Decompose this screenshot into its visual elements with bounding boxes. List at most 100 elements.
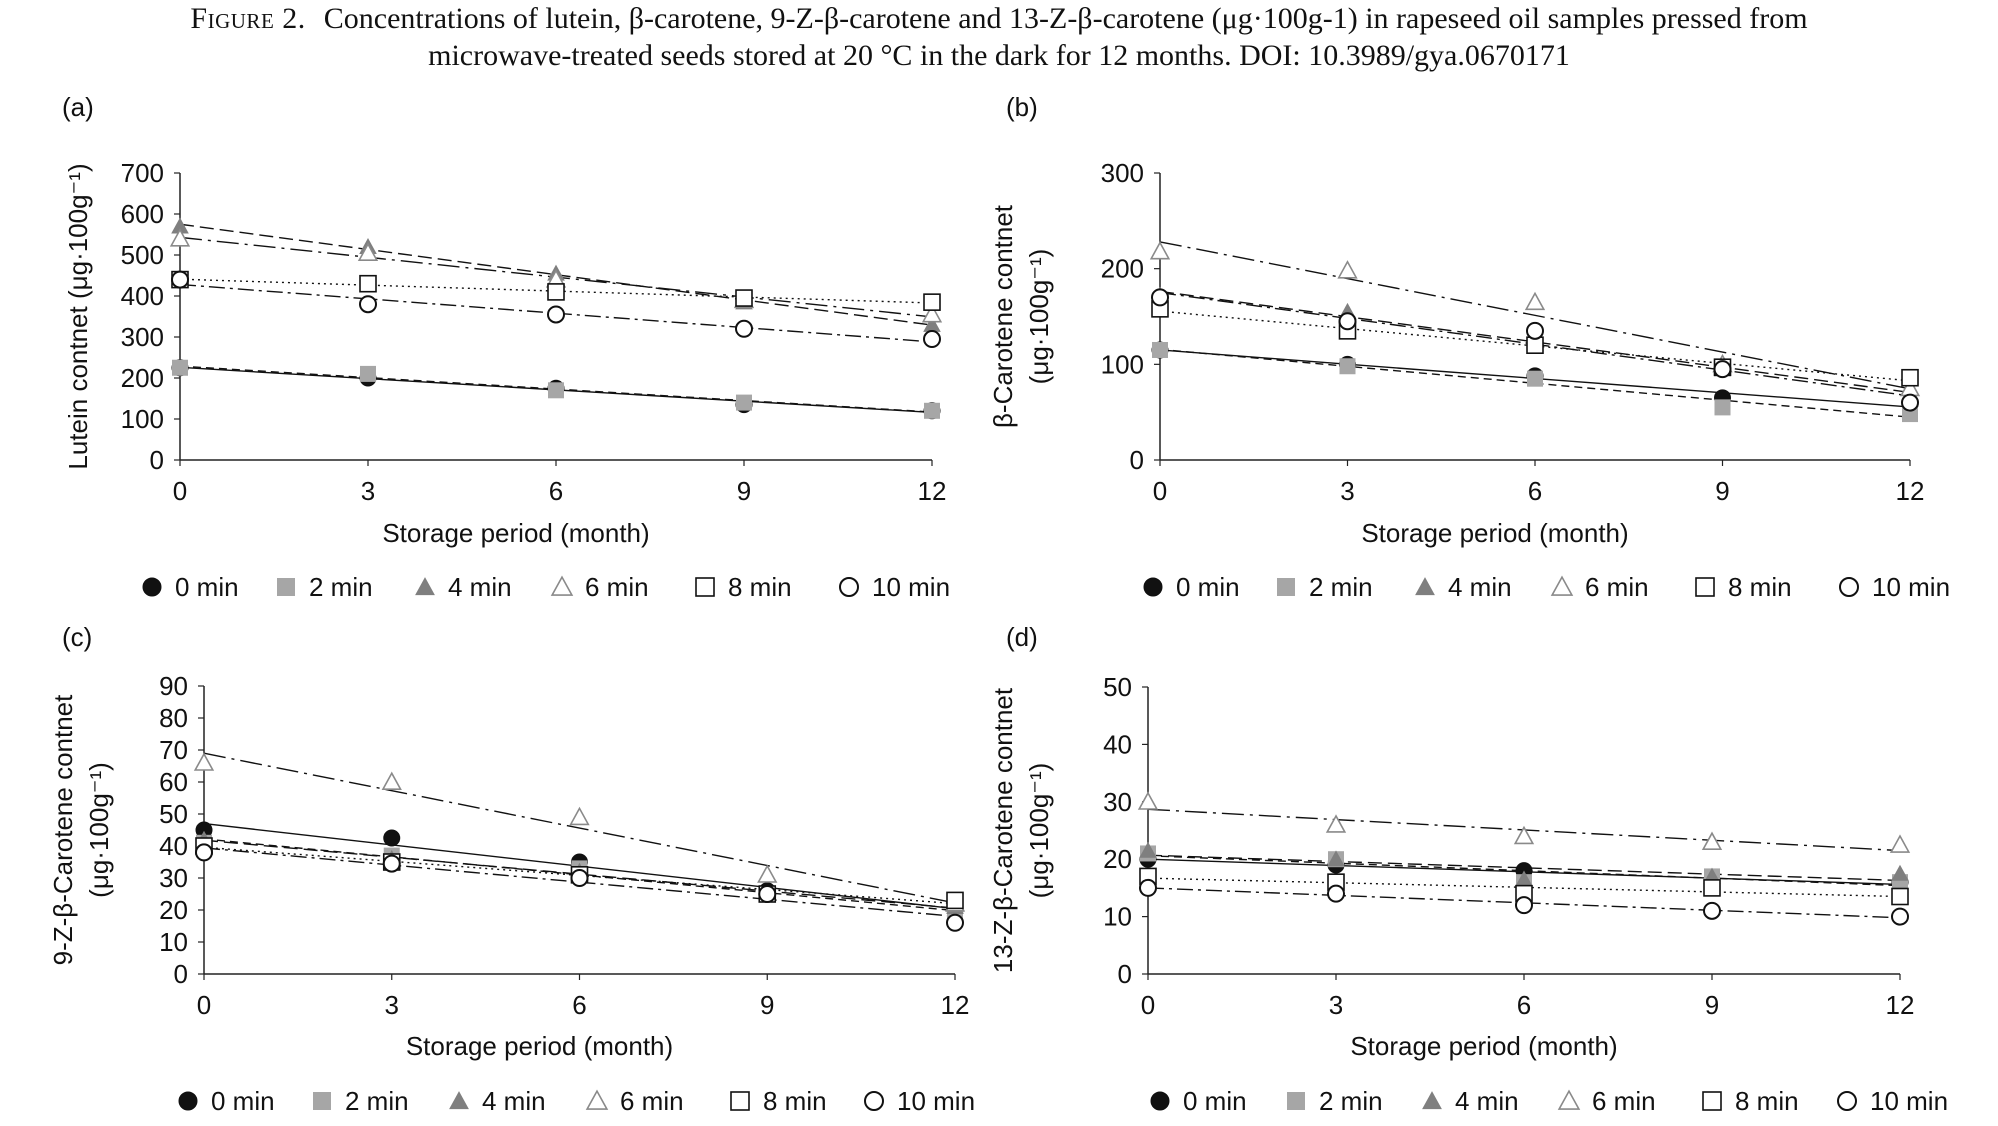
legend-item: 6 min [585,1086,684,1116]
legend-marker [1550,575,1574,596]
y-tick-label: 40 [1103,729,1132,759]
legend-label: 10 min [1870,1086,1948,1116]
data-point-10-min [547,305,565,324]
legend-item: 10 min [1837,1086,1948,1116]
data-point-8-min [735,289,753,307]
legend-item: 6 min [1557,1086,1656,1116]
data-point-4-min [923,315,941,332]
y-axis-title-line: 13-Z-β-Carotene contnet [988,687,1018,973]
data-point-10-min [923,330,941,349]
y-axis-title: 9-Z-β-Carotene contnet (μg·100g⁻¹) [48,694,114,966]
chart-panel-b: (b) 0 100 200 300 0 3 6 9 12 Storage period (month… [988,92,1950,602]
legend-marker [313,1092,331,1110]
legend-item: 2 min [1277,572,1373,602]
data-point-4-min [1327,850,1345,867]
data-point-2-min [548,382,564,399]
legend-label: 0 min [1176,572,1240,602]
legend-item: 0 min [1143,572,1240,602]
data-point-6-min [357,242,379,261]
y-tick-label: 70 [159,735,188,765]
y-axis-title-line: (μg·100g⁻¹) [1024,763,1054,899]
legend-item: 6 min [1550,572,1649,602]
trendline-10-min [1147,887,1901,919]
legend-label: 2 min [309,572,373,602]
caption-text-1: Concentrations of lutein, β-carotene, 9-… [323,2,1808,35]
y-axis-title-line: Lutein contnet (μg·100g⁻¹) [63,163,93,469]
legend-marker [1277,578,1295,596]
chart-panel-d: (d) 0 10 20 30 40 50 0 3 6 9 12 Storage period (mont… [988,622,1948,1116]
x-tick-label: 3 [1329,990,1343,1020]
legend-item: 4 min [1422,1086,1519,1116]
trendline-4-min [179,223,933,326]
data-point-4-min [171,217,189,234]
legend-marker [550,575,574,596]
panel-label: (c) [62,622,92,652]
y-tick-label: 10 [159,927,188,957]
data-point-10-min [382,854,401,873]
data-point-10-min [1891,907,1909,926]
legend-marker [1415,577,1435,596]
data-point-6-min [1149,240,1171,260]
x-tick-label: 9 [1705,990,1719,1020]
legend-label: 0 min [1183,1086,1247,1116]
chart-panel-a: (a) 0 100 200 300 400 500 600 700 0 3 6 9 12 Storage p… [62,92,950,602]
legend-item: 0 min [1150,1086,1247,1116]
y-tick-label: 60 [159,767,188,797]
x-tick-label: 0 [1153,476,1167,506]
y-tick-label: 80 [159,703,188,733]
data-point-10-min [1703,901,1721,920]
data-point-10-min [359,295,377,314]
y-tick-label: 50 [1103,672,1132,702]
data-point-6-min [1701,831,1723,850]
legend-marker [695,577,715,597]
legend-item: 2 min [277,572,373,602]
data-point-4-min [1515,870,1533,887]
data-point-10-min [1151,288,1169,307]
legend-marker [730,1091,750,1111]
data-point-8-min [1901,368,1919,387]
data-point-6-min [1137,791,1159,810]
y-tick-label: 200 [1101,254,1144,284]
data-point-4-min [1139,841,1157,858]
y-tick-label: 30 [1103,787,1132,817]
y-tick-label: 90 [159,671,188,701]
trendline-2-min [1147,855,1901,887]
y-tick-label: 300 [1101,158,1144,188]
panel-label: (d) [1006,622,1038,652]
legend-label: 6 min [1592,1086,1656,1116]
data-point-6-min [169,228,191,247]
legend-marker [1557,1089,1581,1110]
data-point-10-min [171,270,189,289]
legend-label: 4 min [482,1086,546,1116]
legend-item: 8 min [1702,1086,1799,1116]
legend-marker [277,578,295,596]
y-tick-label: 0 [1130,445,1144,475]
legend-label: 4 min [1448,572,1512,602]
y-axis-title-line: (μg·100g⁻¹) [1024,249,1054,385]
legend-marker [1287,1092,1305,1110]
data-point-2-min [1339,358,1356,375]
legend-item: 4 min [415,572,512,602]
legend-marker [415,577,435,596]
legend-label: 2 min [1309,572,1373,602]
legend-marker [1422,1091,1442,1110]
data-point-10-min [195,843,213,862]
data-point-2-min [1714,399,1731,416]
trendline-2-min [179,365,933,413]
data-point-6-min [569,806,590,826]
legend-marker [178,1091,198,1111]
data-point-8-min [923,293,941,311]
y-tick-label: 700 [121,158,164,188]
figure-label: Figure 2. [190,2,306,35]
y-tick-label: 100 [121,404,164,434]
data-point-6-min [193,752,215,771]
x-tick-label: 0 [197,990,211,1020]
legend-label: 6 min [1585,572,1649,602]
data-point-6-min [1889,834,1911,853]
data-point-2-min [360,365,376,382]
x-axis-title: Storage period (month) [1361,518,1628,548]
x-axis-title: Storage period (month) [382,518,649,548]
x-tick-label: 3 [1340,476,1354,506]
